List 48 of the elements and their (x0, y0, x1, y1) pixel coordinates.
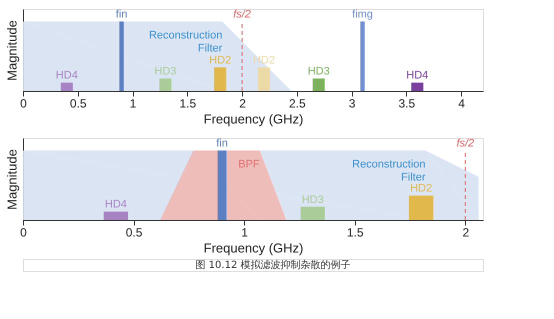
x-tick-label: 2 (239, 96, 246, 110)
annotation: fin (216, 138, 228, 150)
annotation: HD3 (154, 65, 176, 78)
y-axis-title: Magnitude (4, 149, 20, 210)
x-tick-label: 3 (348, 96, 356, 110)
annotation: HD2 (209, 54, 232, 66)
x-tick-label: 1.5 (346, 226, 364, 240)
bar (408, 196, 434, 220)
x-tick-label: 1 (130, 96, 137, 110)
x-axis-title: Frequency (GHz) (204, 240, 304, 256)
bar (258, 67, 270, 91)
x-tick-label: 3.5 (398, 96, 416, 110)
annotation: HD3 (302, 194, 324, 206)
annotation: HD4 (104, 198, 127, 211)
annotation: HD2 (252, 54, 275, 66)
annotation: fin (116, 8, 128, 21)
annotation: fimg (352, 8, 373, 21)
annotation: HD4 (56, 70, 78, 82)
bar (218, 150, 226, 220)
annotation: HD4 (406, 70, 428, 82)
x-tick-label: 2 (462, 226, 470, 240)
ref-line-label: fs/2 (233, 8, 251, 21)
annotation: BPF (238, 158, 260, 171)
bar (411, 82, 424, 91)
bar (214, 67, 226, 91)
x-tick-label: 0 (20, 226, 28, 240)
bar (104, 212, 128, 220)
bar (312, 78, 325, 91)
annotation: HD3 (308, 65, 330, 78)
annotation: Reconstruction Filter (352, 158, 426, 184)
annotation: HD2 (410, 182, 432, 195)
bar (60, 82, 73, 91)
x-tick-label: 0.5 (126, 226, 143, 240)
bar (300, 206, 325, 220)
annotation: Reconstruction Filter (148, 30, 223, 55)
x-tick-label: 1.5 (179, 96, 196, 110)
ref-line-label: fs/2 (456, 138, 474, 150)
x-axis-title: Frequency (GHz) (204, 112, 304, 126)
x-tick-label: 0.5 (70, 96, 87, 110)
x-tick-label: 2.5 (288, 96, 306, 110)
bar (119, 22, 124, 91)
bar (360, 22, 365, 91)
caption: 图 10.12 模拟滤波抑制杂散的例子 (196, 259, 350, 271)
y-axis-title: Magnitude (4, 20, 20, 81)
x-tick-label: 4 (458, 96, 466, 110)
x-tick-label: 1 (241, 226, 248, 240)
x-tick-label: 0 (20, 96, 28, 110)
bar (159, 78, 172, 91)
